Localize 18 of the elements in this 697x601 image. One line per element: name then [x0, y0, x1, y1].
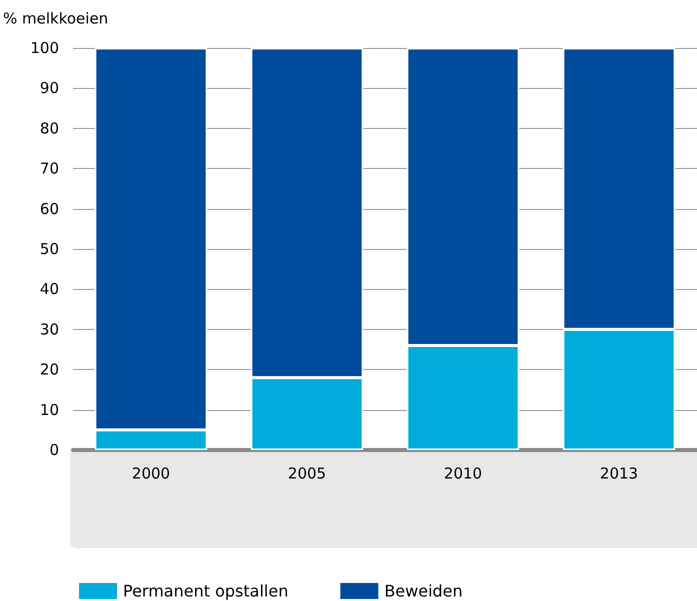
y-tick-label: 80 [40, 119, 59, 138]
y-tick-label: 100 [30, 39, 59, 57]
y-axis-title: % melkkoeien [3, 10, 108, 28]
y-tick-label: 20 [40, 360, 59, 379]
y-tick-label: 70 [40, 160, 59, 178]
y-tick-label: 30 [40, 320, 59, 338]
y-tick-label: 40 [40, 280, 59, 298]
y-tick-label: 0 [49, 441, 59, 459]
x-tick-label: 2005 [288, 464, 326, 482]
y-tick-label: 60 [40, 200, 59, 218]
y-tick-label: 50 [40, 240, 59, 258]
legend-label: Beweiden [384, 582, 463, 600]
legend-label: Permanent opstallen [123, 582, 288, 600]
y-tick-label: 90 [40, 79, 59, 98]
x-tick-label: 2000 [132, 464, 170, 482]
y-tick-label: 10 [40, 400, 59, 419]
x-tick-label: 2013 [600, 464, 638, 482]
x-tick-label: 2010 [444, 464, 482, 482]
